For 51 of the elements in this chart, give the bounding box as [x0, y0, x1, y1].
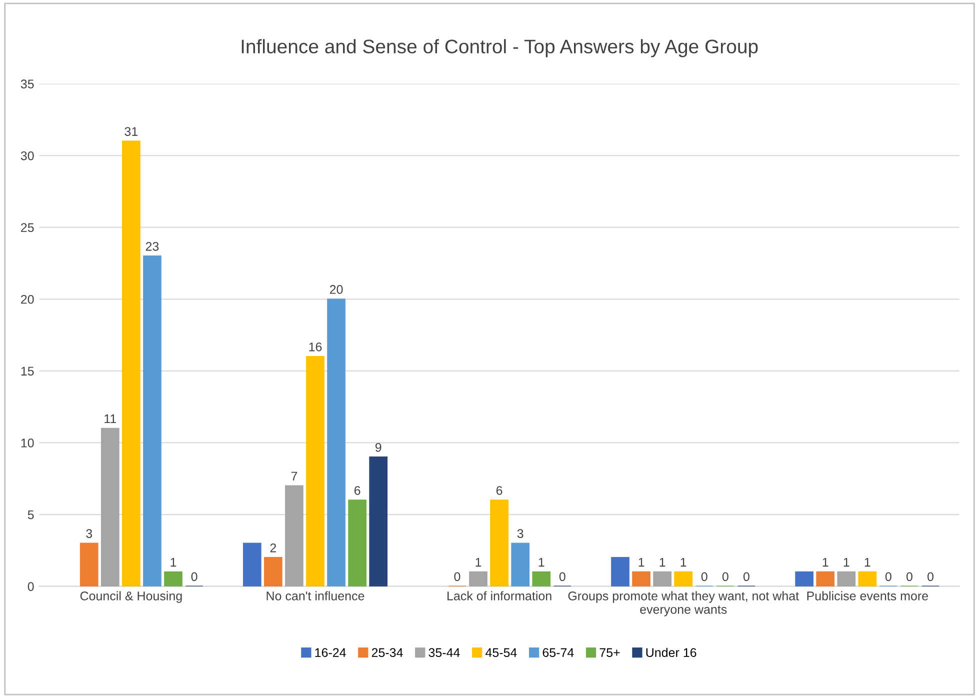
data-label: 1 [476, 558, 482, 567]
data-label: 0 [743, 572, 750, 582]
data-label: 3 [517, 529, 524, 538]
data-label: 1 [170, 558, 176, 567]
y-tick-label: 20 [21, 294, 34, 304]
data-label: 1 [680, 558, 686, 567]
legend-label: 65-74 [542, 648, 574, 658]
y-tick-label: 15 [21, 366, 34, 376]
legend-label: 35-44 [428, 648, 460, 658]
data-label: 0 [885, 572, 892, 582]
x-tick-label: Lack of information [448, 591, 552, 600]
data-label: 23 [146, 242, 159, 251]
data-label: 0 [454, 572, 460, 582]
legend-label: Under 16 [646, 648, 696, 658]
y-tick-label: 35 [20, 80, 34, 88]
x-tick-label: Groups promote what they want, not what everyone wants [568, 591, 799, 616]
data-label: 0 [906, 572, 912, 582]
data-label: 20 [330, 285, 343, 294]
data-label: 0 [191, 572, 198, 582]
y-tick-label: 0 [28, 582, 34, 591]
y-tick-label: 25 [21, 223, 34, 232]
x-tick-label: Council & Housing [80, 591, 182, 603]
data-label: 0 [722, 572, 728, 582]
legend-label: 16-24 [315, 648, 346, 658]
legend-label: 75+ [600, 648, 620, 658]
data-label: 1 [844, 558, 850, 567]
y-tick-label: 5 [28, 510, 34, 520]
data-label: 1 [864, 558, 870, 567]
legend-label: 25-34 [372, 648, 403, 658]
data-label: 1 [660, 558, 666, 567]
data-label: 2 [270, 544, 276, 552]
data-label: 11 [104, 414, 116, 423]
chart-title: Influence and Sense of Control - Top Answers by Age Group [242, 39, 758, 58]
data-label: 6 [354, 486, 360, 495]
data-label: 16 [309, 342, 322, 352]
data-label: 0 [559, 572, 566, 582]
y-tick-label: 30 [20, 151, 34, 160]
data-label: 0 [701, 572, 708, 582]
data-label: 0 [928, 572, 934, 582]
y-tick-label: 10 [21, 438, 34, 448]
data-label: 6 [496, 486, 502, 495]
data-label: 1 [638, 558, 644, 567]
data-label: 31 [124, 127, 138, 136]
data-label: 3 [86, 529, 92, 538]
x-tick-label: No can't influence [266, 591, 364, 600]
data-label: 7 [291, 472, 298, 480]
data-label: 1 [822, 558, 828, 567]
legend-label: 45-54 [486, 648, 517, 658]
data-label: 9 [375, 442, 382, 452]
x-tick-label: Publicise events more [807, 591, 928, 600]
data-label: 1 [538, 558, 544, 567]
